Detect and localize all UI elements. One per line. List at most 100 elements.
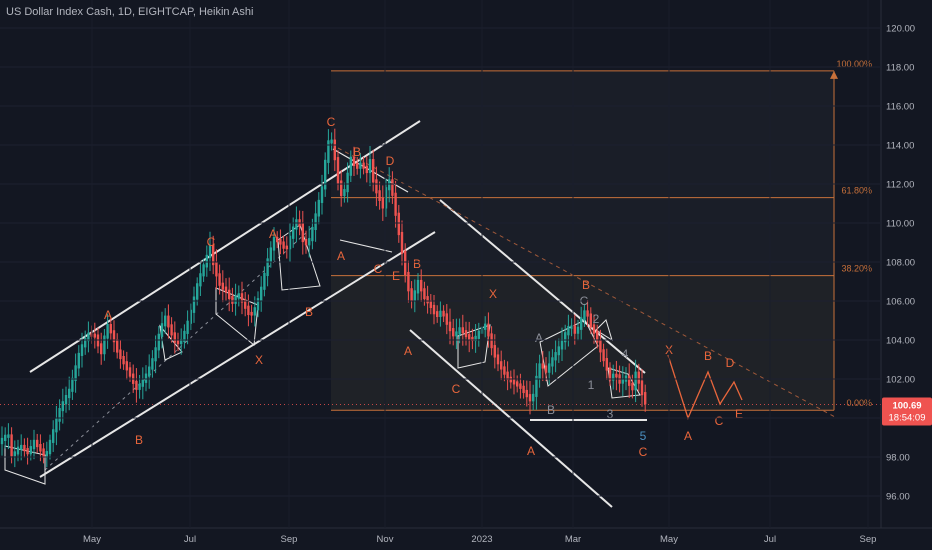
candle-body [314,213,317,231]
candle-body [551,357,554,367]
candle-body [16,446,20,455]
candle-body [26,448,29,455]
candle-body [93,333,96,338]
candle-body [180,338,183,345]
candle-body [128,367,132,377]
candle-body [346,172,349,193]
candle-body [397,212,400,236]
candle-body [557,346,560,356]
candle-body [189,309,192,324]
candle-body [602,349,605,362]
candle-body [208,244,212,258]
candle-body [400,231,404,254]
candle-body [532,393,535,402]
candle-body [554,352,557,361]
wave-label: D [726,356,735,370]
candle-body [365,165,368,174]
candle-body [317,199,320,217]
wave-label: B [704,349,712,363]
x-tick-label: Nov [377,534,394,545]
y-tick-label: 110.00 [886,219,914,230]
wave-label: B [413,257,421,271]
candle-body [74,365,77,381]
wave-label: B [305,305,313,319]
candle-body [304,238,308,246]
candle-body [282,241,285,249]
candle-body [138,383,141,390]
candle-body [487,323,490,337]
candle-body [173,332,176,343]
candle-body [311,226,314,242]
candle-body [164,315,167,327]
wave-label: X [489,287,497,301]
candle-body [628,375,631,386]
candle-body [445,313,448,325]
candles [0,128,647,468]
candle-body [474,335,477,342]
candle-body [621,378,624,384]
candle-body [631,382,634,391]
candle-body [170,324,173,336]
trendline [339,239,393,253]
x-tick-label: Jul [764,534,776,545]
candle-body [52,429,55,443]
candle-body [452,328,455,337]
candle-body [525,389,528,398]
candle-body [64,394,68,405]
wave-label: A [404,344,412,358]
candle-body [71,377,74,392]
last-price-countdown: 18:54:09 [889,413,926,424]
candle-body [48,439,52,455]
wave-label: A [104,308,112,322]
x-tick-label: Sep [281,534,298,545]
y-tick-label: 108.00 [886,258,915,269]
candle-body [612,373,615,381]
fib-level-label: 61.80% [841,186,872,196]
candle-body [87,332,90,342]
candle-body [263,272,266,290]
candle-body [384,187,388,209]
candle-body [167,315,170,328]
candle-body [336,157,340,184]
candle-body [119,349,122,360]
candle-body [509,376,512,383]
candle-body [439,310,442,317]
y-tick-label: 104.00 [886,336,915,347]
candle-body [458,327,461,335]
candle-body [58,408,61,422]
wave-label: C [207,235,216,249]
candle-body [186,320,189,334]
candle-body [112,330,116,343]
fib-level-label: 0.00% [846,398,872,408]
wave-label: 3 [607,407,614,421]
y-tick-label: 114.00 [886,141,914,152]
y-tick-label: 120.00 [886,24,915,35]
candle-body [244,299,247,309]
fib-level-label: 38.20% [841,264,872,274]
candle-body [141,379,144,387]
candle-body [484,323,487,330]
candle-body [372,159,375,183]
candle-body [461,327,464,334]
candle-body [135,380,138,390]
candle-body [576,326,580,334]
wedge-pattern [607,367,641,399]
candle-body [215,262,218,277]
candle-body [308,238,311,246]
chart-title: US Dollar Index Cash, 1D, EIGHTCAP, Heik… [6,6,254,18]
wave-label: C [715,414,724,428]
candle-body [288,235,292,250]
candle-body [426,296,429,304]
y-tick-label: 106.00 [886,297,915,308]
candle-body [160,323,164,337]
candle-body [295,219,298,230]
price-axis[interactable]: 96.0098.00100.00102.00104.00106.00108.00… [0,0,915,528]
candle-body [77,352,80,369]
candle-body [45,451,48,458]
y-tick-label: 112.00 [886,180,914,191]
candle-body [324,159,327,190]
